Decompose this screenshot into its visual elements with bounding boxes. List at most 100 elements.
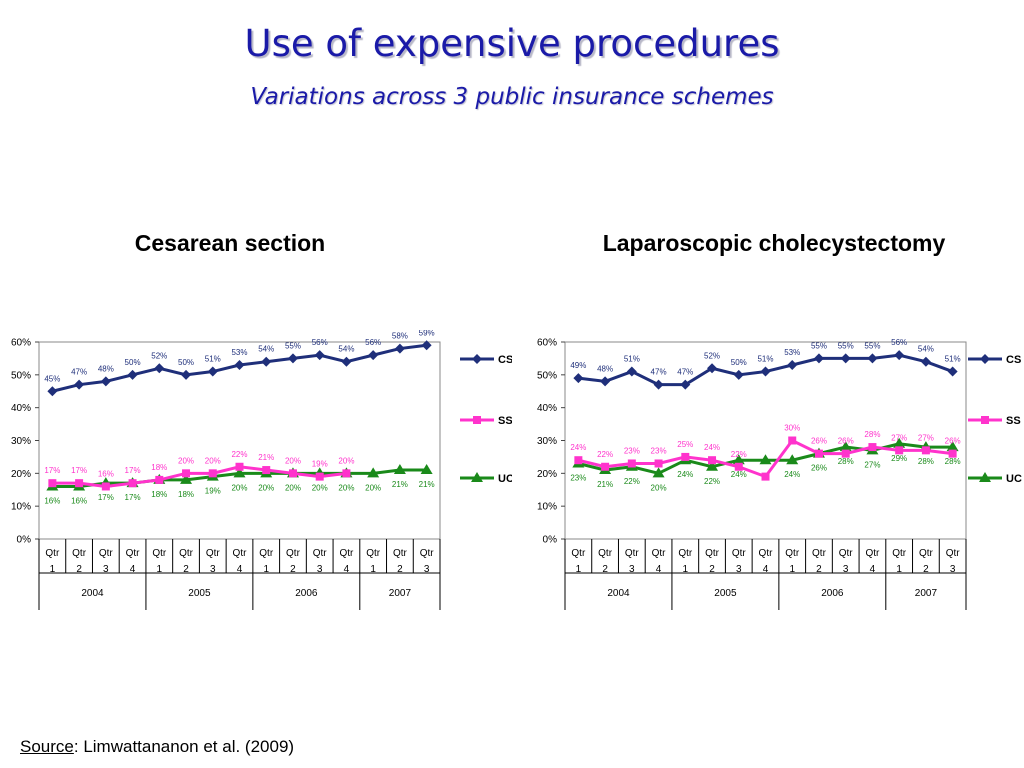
data-point-uc (367, 467, 380, 478)
data-label-cs: 54% (258, 345, 274, 354)
data-label-uc: 28% (918, 457, 934, 466)
x-tick-label: Qtr (152, 548, 167, 559)
data-label-ss: 27% (918, 433, 934, 442)
x-tick-label: 4 (656, 564, 662, 575)
x-tick-label: Qtr (839, 548, 854, 559)
data-point-ss (574, 456, 583, 465)
x-tick-label: 2 (923, 564, 929, 575)
x-tick-label: 4 (237, 564, 243, 575)
data-label-cs: 58% (392, 332, 408, 341)
x-tick-label: 1 (370, 564, 376, 575)
data-point-ss (235, 462, 244, 471)
data-point-cs (341, 356, 352, 367)
data-label-uc: 18% (151, 490, 167, 499)
legend-marker-cs (980, 354, 990, 364)
x-tick-label: Qtr (313, 548, 328, 559)
data-point-ss (208, 469, 217, 478)
x-tick-label: 3 (317, 564, 323, 575)
data-point-cs (760, 366, 771, 377)
data-point-ss (601, 462, 610, 471)
data-point-uc (732, 454, 745, 465)
data-point-ss (788, 436, 797, 445)
chart-title-laparoscopic: Laparoscopic cholecystectomy (602, 230, 946, 256)
legend-label-cs: CS (1006, 354, 1021, 366)
data-point-cs (74, 379, 85, 390)
data-point-ss (734, 462, 743, 471)
data-label-cs: 49% (570, 361, 586, 370)
data-label-cs: 47% (677, 368, 693, 377)
legend-marker-ss (473, 416, 481, 424)
data-point-cs (47, 386, 58, 397)
y-tick-label: 60% (11, 338, 31, 349)
data-point-cs (261, 356, 272, 367)
data-point-uc (393, 464, 406, 475)
x-tick-label: Qtr (892, 548, 907, 559)
data-point-ss (921, 446, 930, 455)
x-tick-label: Qtr (233, 548, 248, 559)
y-tick-label: 0% (17, 535, 32, 546)
data-label-cs: 52% (704, 351, 720, 360)
data-point-cs (368, 350, 379, 361)
x-tick-label: 3 (103, 564, 109, 575)
data-label-ss: 21% (258, 453, 274, 462)
data-point-cs (100, 376, 111, 387)
data-label-uc: 16% (44, 496, 60, 505)
data-point-ss (155, 475, 164, 484)
data-label-uc: 21% (392, 480, 408, 489)
data-point-cs (207, 366, 218, 377)
y-tick-label: 30% (11, 436, 31, 447)
x-tick-label: 2 (76, 564, 82, 575)
data-label-ss: 18% (151, 463, 167, 472)
x-tick-label: 2 (816, 564, 822, 575)
data-label-uc: 24% (784, 470, 800, 479)
legend-label-uc: UC (1006, 473, 1022, 485)
legend-marker-uc (979, 472, 991, 482)
x-tick-label: 1 (157, 564, 163, 575)
data-point-ss (101, 482, 110, 491)
x-tick-label: 3 (210, 564, 216, 575)
data-point-ss (627, 459, 636, 468)
year-label: 2004 (607, 588, 630, 599)
data-point-ss (841, 449, 850, 458)
data-point-ss (708, 456, 717, 465)
data-label-uc: 28% (945, 457, 961, 466)
data-label-ss: 26% (811, 437, 827, 446)
data-label-cs: 51% (205, 355, 221, 364)
data-point-uc (759, 454, 772, 465)
data-point-ss (75, 479, 84, 488)
year-label: 2007 (389, 588, 412, 599)
source-label: Source (20, 737, 74, 756)
x-tick-label: Qtr (126, 548, 141, 559)
x-tick-label: 1 (50, 564, 56, 575)
data-point-uc (893, 437, 906, 448)
x-tick-label: 3 (950, 564, 956, 575)
data-label-cs: 51% (945, 355, 961, 364)
data-label-uc: 29% (891, 454, 907, 463)
data-label-cs: 55% (838, 341, 854, 350)
data-label-ss: 26% (838, 437, 854, 446)
source-text: : Limwattananon et al. (2009) (73, 737, 295, 756)
data-point-cs (653, 379, 664, 390)
data-point-cs (733, 369, 744, 380)
x-tick-label: Qtr (759, 548, 774, 559)
data-label-cs: 45% (44, 374, 60, 383)
data-label-ss: 17% (125, 466, 141, 475)
data-label-uc: 17% (98, 493, 114, 502)
x-tick-label: 4 (344, 564, 350, 575)
data-point-cs (787, 359, 798, 370)
data-point-ss (262, 466, 271, 475)
data-label-cs: 52% (151, 351, 167, 360)
x-tick-label: Qtr (919, 548, 934, 559)
data-point-cs (181, 369, 192, 380)
data-label-cs: 47% (651, 368, 667, 377)
data-label-cs: 53% (784, 348, 800, 357)
x-tick-label: 4 (870, 564, 876, 575)
x-tick-label: Qtr (366, 548, 381, 559)
x-tick-label: 3 (629, 564, 635, 575)
data-label-uc: 21% (597, 480, 613, 489)
data-label-uc: 21% (419, 480, 435, 489)
page-subtitle: Variations across 3 public insurance sch… (250, 84, 774, 110)
y-tick-label: 60% (537, 338, 557, 349)
chart-title-cesarean: Cesarean section (134, 230, 326, 256)
data-point-ss (814, 449, 823, 458)
